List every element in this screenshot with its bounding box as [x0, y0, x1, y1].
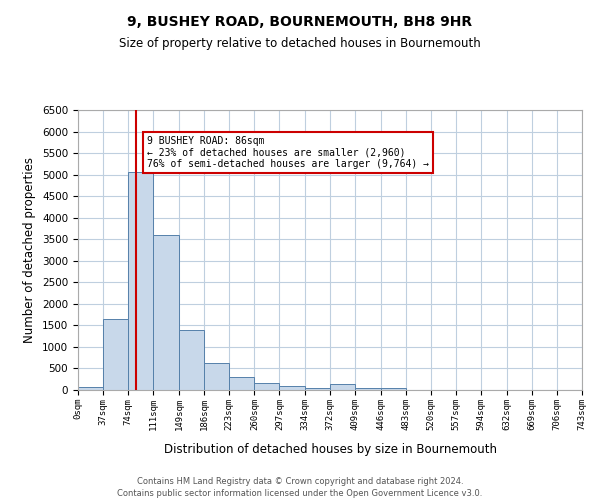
Bar — [331, 384, 355, 390]
Bar — [153, 235, 179, 390]
Text: 9, BUSHEY ROAD, BOURNEMOUTH, BH8 9HR: 9, BUSHEY ROAD, BOURNEMOUTH, BH8 9HR — [127, 15, 473, 29]
Bar — [229, 376, 254, 390]
Bar — [128, 172, 153, 390]
Y-axis label: Number of detached properties: Number of detached properties — [23, 157, 37, 343]
Bar — [179, 330, 204, 390]
Bar — [204, 364, 229, 390]
Text: Size of property relative to detached houses in Bournemouth: Size of property relative to detached ho… — [119, 38, 481, 51]
Bar — [380, 388, 406, 390]
Text: Contains HM Land Registry data © Crown copyright and database right 2024.: Contains HM Land Registry data © Crown c… — [137, 478, 463, 486]
Bar — [305, 388, 331, 390]
Bar — [254, 384, 280, 390]
Text: Distribution of detached houses by size in Bournemouth: Distribution of detached houses by size … — [163, 442, 497, 456]
Bar — [280, 386, 305, 390]
Bar — [103, 319, 128, 390]
Bar — [355, 388, 380, 390]
Text: 9 BUSHEY ROAD: 86sqm
← 23% of detached houses are smaller (2,960)
76% of semi-de: 9 BUSHEY ROAD: 86sqm ← 23% of detached h… — [147, 136, 429, 169]
Bar — [78, 387, 103, 390]
Text: Contains public sector information licensed under the Open Government Licence v3: Contains public sector information licen… — [118, 489, 482, 498]
